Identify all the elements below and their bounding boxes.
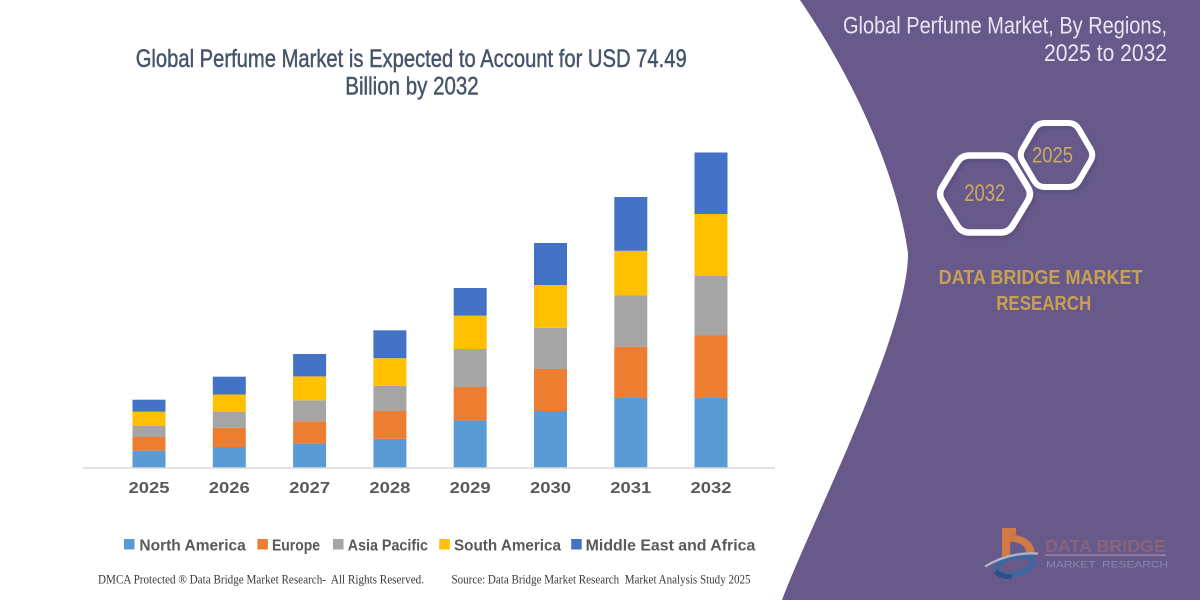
svg-text:Billion by 2032: Billion by 2032 [345,73,478,101]
svg-text:2027: 2027 [289,480,330,497]
svg-text:2029: 2029 [450,480,491,497]
svg-text:North America: North America [139,538,246,555]
svg-text:DATA BRIDGE: DATA BRIDGE [1045,536,1166,556]
svg-text:Global Perfume Market is Expec: Global Perfume Market is Expected to Acc… [136,45,687,73]
svg-text:Source: Data Bridge Market Res: Source: Data Bridge Market Research Mark… [452,572,751,586]
svg-text:South America: South America [454,538,561,555]
svg-text:2030: 2030 [530,480,571,497]
svg-text:2025 to 2032: 2025 to 2032 [1044,40,1167,67]
svg-text:DATA BRIDGE MARKET: DATA BRIDGE MARKET [939,266,1143,289]
svg-text:RESEARCH: RESEARCH [996,292,1091,315]
svg-text:2025: 2025 [129,480,170,497]
svg-text:2028: 2028 [369,480,410,497]
svg-text:2025: 2025 [1032,143,1073,168]
svg-text:MARKET RESEARCH: MARKET RESEARCH [1046,560,1168,571]
svg-text:2031: 2031 [610,480,651,497]
svg-text:Asia Pacific: Asia Pacific [348,538,429,555]
svg-text:Middle East and Africa: Middle East and Africa [586,538,756,555]
svg-text:Global Perfume Market, By Regi: Global Perfume Market, By Regions, [843,13,1167,40]
svg-text:2032: 2032 [691,480,732,497]
svg-text:2032: 2032 [964,180,1005,207]
svg-text:2026: 2026 [209,480,250,497]
svg-text:Europe: Europe [272,538,320,555]
svg-text:DMCA Protected ® Data Bridge M: DMCA Protected ® Data Bridge Market Rese… [98,572,424,586]
